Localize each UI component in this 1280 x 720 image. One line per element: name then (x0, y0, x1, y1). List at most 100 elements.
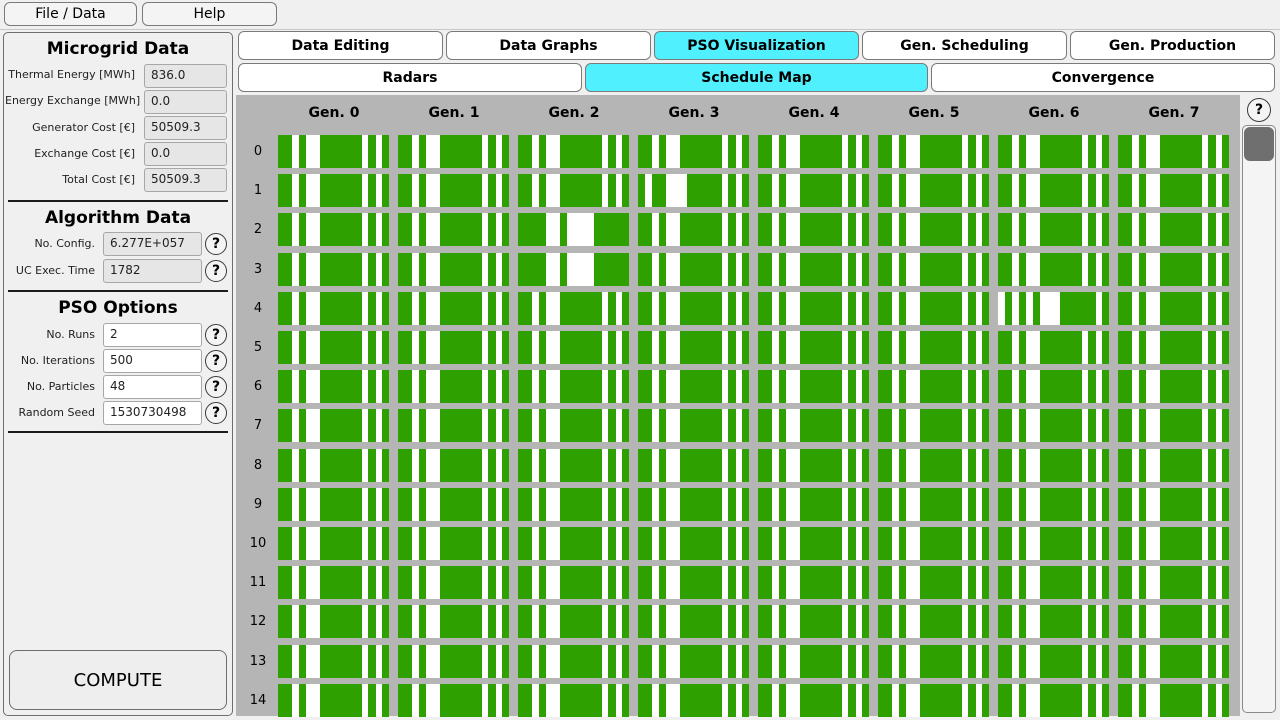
on-bar (998, 135, 1006, 168)
on-bar (460, 683, 468, 717)
tab-gen-production[interactable]: Gen. Production (1070, 31, 1275, 60)
help-menu-button[interactable]: Help (142, 2, 277, 26)
on-bar (284, 566, 293, 600)
on-bar (1081, 291, 1089, 325)
on-bar (1060, 252, 1068, 286)
on-bar (758, 527, 766, 560)
on-bar (1173, 252, 1181, 286)
tab-data-editing[interactable]: Data Editing (238, 31, 443, 60)
no-config-help-icon[interactable]: ? (205, 233, 227, 255)
on-bar (820, 605, 828, 639)
on-bar (1074, 605, 1082, 639)
no-runs-help-icon[interactable]: ? (205, 324, 227, 346)
on-bar (820, 448, 828, 482)
on-bar (326, 291, 334, 325)
on-bar (686, 252, 694, 286)
on-bar (926, 566, 934, 600)
no-iterations-input[interactable]: 500 (103, 349, 202, 373)
on-bar (878, 370, 886, 404)
on-bar (1067, 605, 1075, 639)
gen-header: Gen. 4 (788, 105, 840, 121)
file-data-menu-button[interactable]: File / Data (4, 2, 137, 26)
schedule-cell (758, 252, 869, 286)
on-bar (608, 487, 616, 521)
thermal-energy-label: Thermal Energy [MWh] (8, 68, 135, 81)
on-bar (382, 605, 389, 639)
on-bar (488, 644, 496, 678)
tab-data-graphs[interactable]: Data Graphs (446, 31, 651, 60)
on-bar (707, 331, 715, 364)
no-runs-input[interactable]: 2 (103, 323, 202, 347)
on-bar (439, 409, 447, 443)
subtab-radars[interactable]: Radars (238, 63, 582, 92)
on-bar (1046, 487, 1054, 521)
on-bar (933, 331, 941, 364)
on-bar (933, 213, 941, 247)
on-bar (319, 135, 327, 168)
on-bar (608, 409, 616, 443)
on-bar (1067, 135, 1075, 168)
on-bar (658, 331, 667, 364)
on-bar (347, 213, 355, 247)
uc-exec-time-help-icon[interactable]: ? (205, 260, 227, 282)
subtab-convergence[interactable]: Convergence (931, 63, 1275, 92)
on-bar (368, 448, 376, 482)
on-bar (446, 448, 454, 482)
on-bar (418, 605, 427, 639)
on-bar (594, 331, 602, 364)
random-seed-input[interactable]: 1530730498 (103, 401, 202, 425)
on-bar (398, 213, 406, 247)
on-bar (806, 683, 814, 717)
on-bar (813, 174, 821, 208)
row-label: 5 (253, 340, 263, 355)
schedule-cell (1118, 291, 1229, 325)
on-bar (453, 487, 461, 521)
tab-gen-scheduling[interactable]: Gen. Scheduling (862, 31, 1067, 60)
on-bar (862, 135, 869, 168)
on-bar (460, 566, 468, 600)
on-bar (758, 174, 766, 208)
on-bar (919, 605, 927, 639)
on-bar (382, 252, 389, 286)
no-particles-input[interactable]: 48 (103, 375, 202, 399)
no-particles-help-icon[interactable]: ? (205, 376, 227, 398)
on-bar (1173, 566, 1181, 600)
no-iterations-help-icon[interactable]: ? (205, 350, 227, 372)
on-bar (658, 213, 667, 247)
on-bar (998, 370, 1006, 404)
scrollbar-thumb[interactable] (1244, 127, 1274, 161)
random-seed-help-icon[interactable]: ? (205, 402, 227, 424)
on-bar (531, 252, 540, 286)
scrollbar[interactable] (1242, 125, 1276, 713)
on-bar (460, 448, 468, 482)
on-bar (382, 644, 389, 678)
on-bar (467, 527, 475, 560)
on-bar (594, 174, 602, 208)
on-bar (968, 331, 976, 364)
on-bar (1060, 135, 1068, 168)
on-bar (827, 566, 835, 600)
tab-pso-visualization[interactable]: PSO Visualization (654, 31, 859, 60)
on-bar (834, 409, 842, 443)
on-bar (278, 409, 286, 443)
on-bar (1166, 683, 1174, 717)
on-bar (608, 331, 616, 364)
schedule-map-help-icon[interactable]: ? (1247, 98, 1271, 122)
on-bar (707, 683, 715, 717)
on-bar (1187, 605, 1195, 639)
on-bar (1039, 331, 1047, 364)
schedule-cell (518, 252, 629, 286)
on-bar (340, 174, 348, 208)
on-bar (827, 527, 835, 560)
on-bar (615, 213, 623, 247)
on-bar (1088, 605, 1096, 639)
compute-button[interactable]: COMPUTE (9, 650, 227, 710)
on-bar (982, 448, 989, 482)
subtab-schedule-map[interactable]: Schedule Map (585, 63, 928, 92)
on-bar (347, 370, 355, 404)
on-bar (1039, 683, 1047, 717)
on-bar (714, 252, 722, 286)
separator (8, 431, 228, 433)
on-bar (862, 448, 869, 482)
on-bar (998, 566, 1006, 600)
